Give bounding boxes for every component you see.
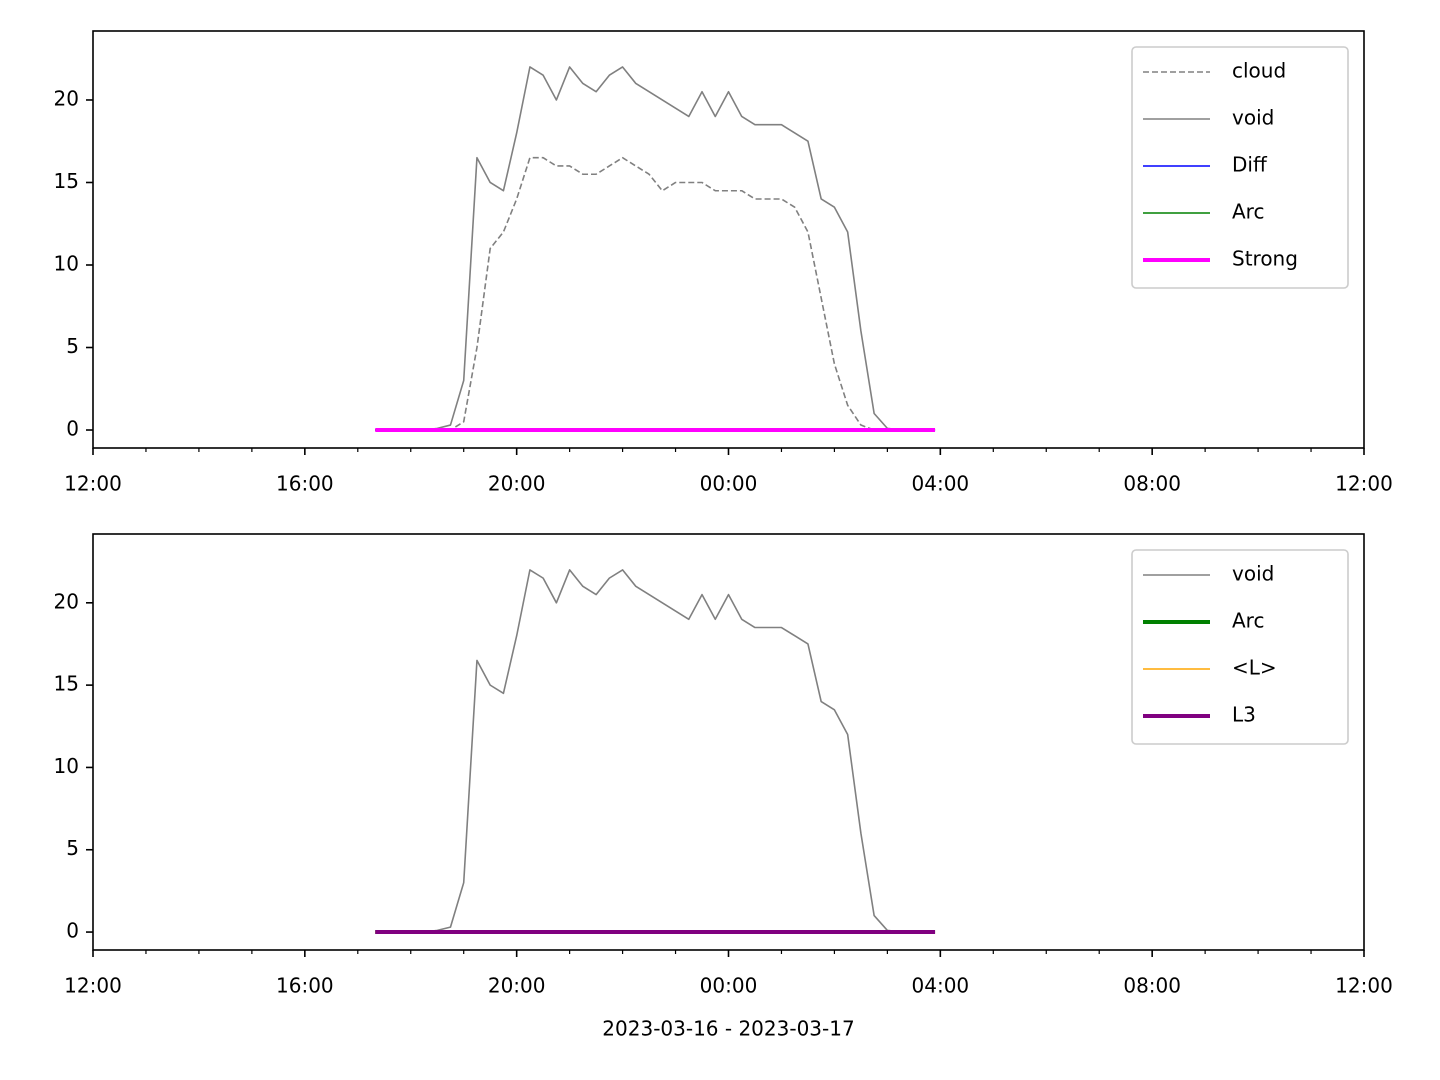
x-tick-label: 04:00 bbox=[912, 974, 970, 998]
x-tick-label: 08:00 bbox=[1123, 974, 1181, 998]
x-tick-label: 12:00 bbox=[1335, 472, 1393, 496]
x-tick-label: 16:00 bbox=[276, 472, 334, 496]
legend-box bbox=[1131, 46, 1349, 289]
legend: void Arc <L> L3 bbox=[1131, 549, 1349, 745]
y-tick-label: 20 bbox=[54, 86, 79, 110]
series-line bbox=[375, 569, 936, 933]
x-tick-label: 20:00 bbox=[488, 472, 546, 496]
x-tick-label: 12:00 bbox=[64, 472, 122, 496]
y-tick-label: 20 bbox=[54, 589, 79, 613]
legend-label: void bbox=[1232, 562, 1274, 586]
y-tick-label: 10 bbox=[54, 251, 79, 275]
series-line bbox=[375, 66, 936, 431]
legend-label: Strong bbox=[1232, 247, 1298, 271]
y-tick-label: 10 bbox=[54, 754, 79, 778]
y-tick-label: 15 bbox=[54, 672, 79, 696]
x-tick-label: 08:00 bbox=[1123, 472, 1181, 496]
x-tick-label: 20:00 bbox=[488, 974, 546, 998]
legend-label: cloud bbox=[1232, 59, 1286, 83]
x-tick-label: 12:00 bbox=[1335, 974, 1393, 998]
legend-label: Diff bbox=[1232, 153, 1268, 177]
y-tick-label: 0 bbox=[66, 417, 79, 441]
legend-label: void bbox=[1232, 106, 1274, 130]
y-tick-label: 15 bbox=[54, 169, 79, 193]
x-tick-label: 00:00 bbox=[700, 974, 758, 998]
x-tick-label: 12:00 bbox=[64, 974, 122, 998]
legend-label: <L> bbox=[1232, 656, 1277, 680]
subplot: 0 5 10 15 20 12:00 16:00 20:00 00:00 04:00 08:00 12… bbox=[54, 30, 1393, 496]
x-tick-label: 00:00 bbox=[700, 472, 758, 496]
series-line bbox=[375, 156, 936, 431]
legend-label: L3 bbox=[1232, 703, 1256, 727]
y-tick-label: 5 bbox=[66, 334, 79, 358]
y-tick-label: 5 bbox=[66, 836, 79, 860]
legend-box bbox=[1131, 549, 1349, 745]
legend: cloud void Diff Arc Strong bbox=[1131, 46, 1349, 289]
x-tick-label: 04:00 bbox=[912, 472, 970, 496]
x-tick-label: 16:00 bbox=[276, 974, 334, 998]
legend-label: Arc bbox=[1232, 200, 1264, 224]
y-tick-label: 0 bbox=[66, 919, 79, 943]
legend-label: Arc bbox=[1232, 609, 1264, 633]
x-axis-label: 2023-03-16 - 2023-03-17 bbox=[602, 1017, 854, 1041]
subplot: 0 5 10 15 20 12:00 16:00 20:00 00:00 04:00 08:00 12… bbox=[54, 533, 1393, 1041]
